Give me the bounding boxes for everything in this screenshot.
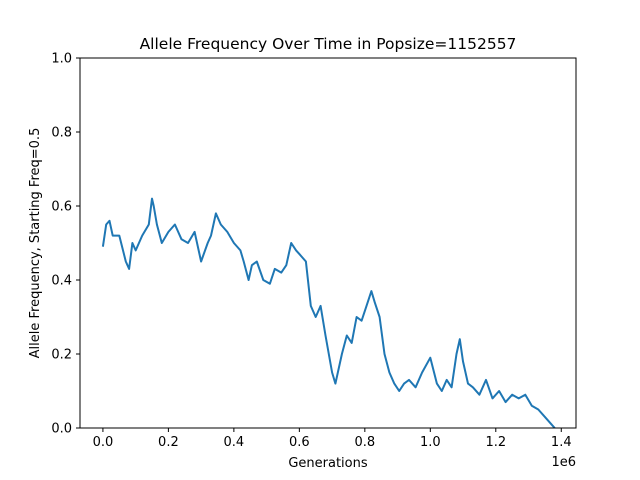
x-tick-label: 0.4: [224, 435, 245, 450]
x-axis-label: Generations: [288, 456, 368, 471]
x-tick-label: 0.8: [354, 435, 375, 450]
x-tick-label: 0.2: [158, 435, 179, 450]
y-axis-label: Allele Frequency, Starting Freq=0.5: [28, 128, 43, 359]
x-tick-label: 1.0: [420, 435, 441, 450]
x-axis-offset-label: 1e6: [551, 455, 576, 470]
y-tick-label: 0.8: [51, 126, 72, 141]
x-axis-ticks: 0.0 0.2 0.4 0.6 0.8 1.0 1.2 1.4: [93, 428, 572, 450]
y-tick-label: 0.4: [51, 274, 72, 289]
chart-title: Allele Frequency Over Time in Popsize=11…: [140, 35, 517, 53]
plot-area: [101, 197, 556, 428]
allele-frequency-line: [101, 197, 556, 428]
y-tick-label: 0.6: [51, 200, 72, 215]
y-tick-label: 1.0: [51, 52, 72, 67]
x-tick-label: 1.4: [551, 435, 572, 450]
x-tick-label: 1.2: [485, 435, 506, 450]
x-tick-label: 0.6: [289, 435, 310, 450]
axes-frame: [79, 57, 577, 429]
y-axis-ticks: 0.0 0.2 0.4 0.6 0.8 1.0: [51, 52, 80, 437]
y-tick-label: 0.0: [51, 422, 72, 437]
y-tick-label: 0.2: [51, 348, 72, 363]
x-tick-label: 0.0: [93, 435, 114, 450]
